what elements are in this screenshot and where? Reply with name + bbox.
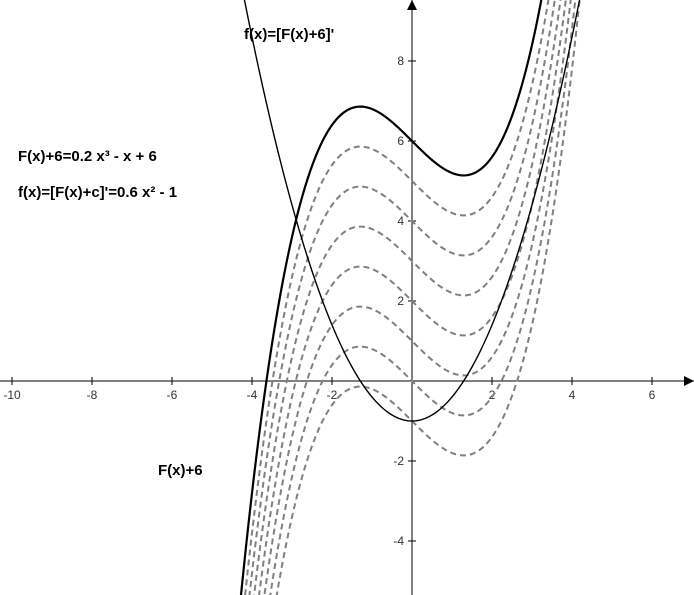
svg-text:8: 8 bbox=[397, 54, 404, 68]
svg-text:-2: -2 bbox=[327, 388, 338, 402]
svg-text:-8: -8 bbox=[87, 388, 98, 402]
derivative-label: f(x)=[F(x)+6]' bbox=[244, 26, 334, 43]
svg-text:2: 2 bbox=[397, 294, 404, 308]
svg-text:-6: -6 bbox=[167, 388, 178, 402]
svg-text:6: 6 bbox=[649, 388, 656, 402]
antiderivative-label: F(x)+6 bbox=[158, 462, 203, 479]
svg-text:4: 4 bbox=[569, 388, 576, 402]
svg-text:-4: -4 bbox=[393, 534, 404, 548]
svg-text:2: 2 bbox=[489, 388, 496, 402]
equation-1: F(x)+6=0.2 x³ - x + 6 bbox=[18, 148, 157, 165]
svg-text:6: 6 bbox=[397, 134, 404, 148]
svg-text:-10: -10 bbox=[3, 388, 21, 402]
svg-text:-4: -4 bbox=[247, 388, 258, 402]
equation-2: f(x)=[F(x)+c]'=0.6 x² - 1 bbox=[18, 184, 177, 201]
function-plot: -10 -8 -6 -4 -2 2 4 6 -4 -2 2 4 6 8 bbox=[0, 0, 694, 595]
svg-text:4: 4 bbox=[397, 214, 404, 228]
svg-text:-2: -2 bbox=[393, 454, 404, 468]
